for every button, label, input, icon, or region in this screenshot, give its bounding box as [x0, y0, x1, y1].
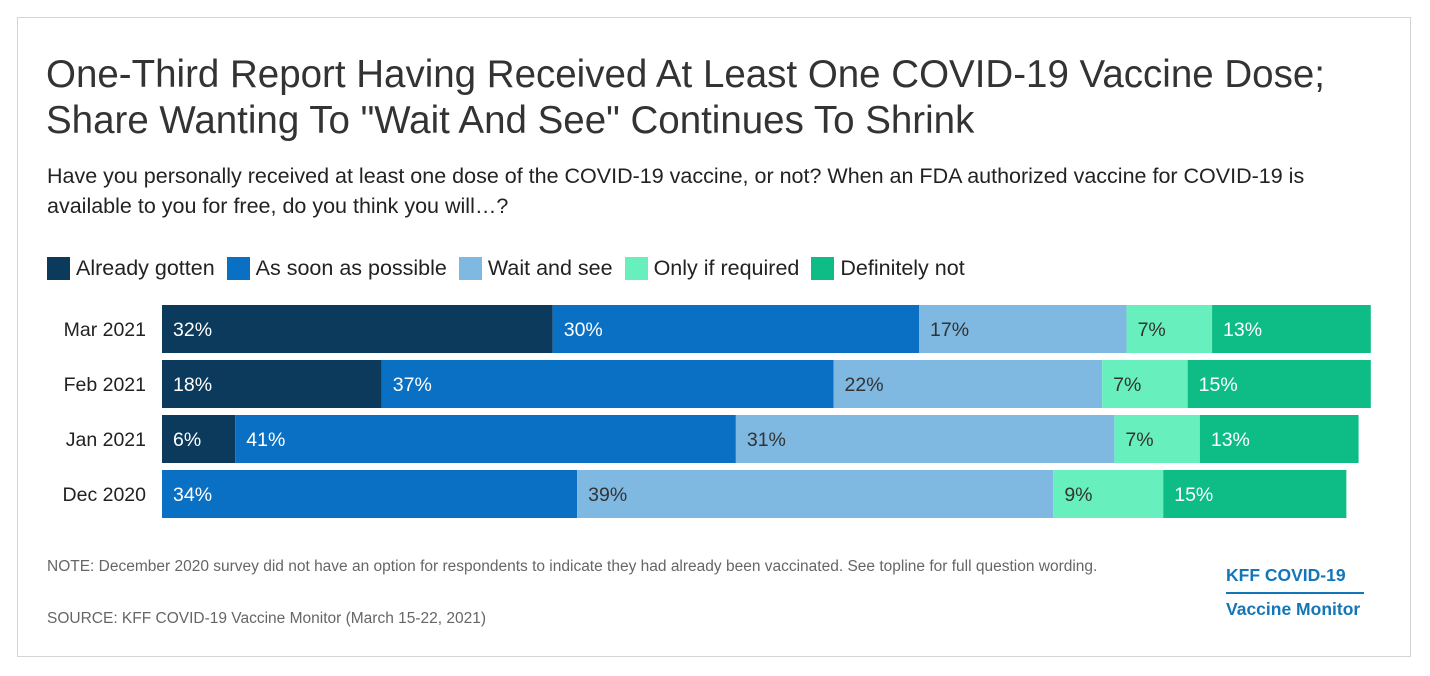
- category-label-feb-2021: Feb 2021: [64, 374, 146, 396]
- data-label-wait-and-see-jan-2021: 31%: [747, 429, 786, 451]
- legend-label-as-soon-as-possible: As soon as possible: [255, 255, 447, 280]
- bar-only-if-required-mar-2021: [1126, 305, 1213, 353]
- bar-already-gotten-jan-2021: [162, 415, 236, 463]
- data-label-already-gotten-feb-2021: 18%: [173, 374, 212, 396]
- legend-swatch-wait-and-see: [458, 256, 482, 280]
- category-label-dec-2020: Dec 2020: [63, 484, 147, 506]
- data-label-as-soon-as-possible-jan-2021: 41%: [246, 429, 285, 451]
- chart-title: One-Third Report Having Received At Leas…: [46, 53, 1325, 142]
- bar-definitely-not-dec-2020: [1163, 470, 1347, 518]
- data-label-as-soon-as-possible-feb-2021: 37%: [393, 374, 432, 396]
- legend-label-definitely-not: Definitely not: [840, 255, 965, 280]
- kff-logo: KFF COVID-19 Vaccine Monitor: [1226, 560, 1364, 624]
- bar-as-soon-as-possible-dec-2020: [162, 470, 578, 518]
- bar-wait-and-see-mar-2021: [919, 305, 1127, 353]
- bar-only-if-required-feb-2021: [1102, 360, 1188, 408]
- chart-subtitle: Have you personally received at least on…: [47, 164, 1305, 218]
- data-label-definitely-not-feb-2021: 15%: [1199, 374, 1238, 396]
- data-label-wait-and-see-dec-2020: 39%: [588, 484, 627, 506]
- chart-note: NOTE: December 2020 survey did not have …: [47, 558, 1098, 575]
- data-label-definitely-not-jan-2021: 13%: [1211, 429, 1250, 451]
- bar-as-soon-as-possible-mar-2021: [552, 305, 920, 353]
- bar-already-gotten-mar-2021: [162, 305, 553, 353]
- data-label-only-if-required-feb-2021: 7%: [1113, 374, 1141, 396]
- logo-line-1: KFF COVID-19: [1226, 560, 1364, 594]
- legend-swatch-definitely-not: [811, 256, 835, 280]
- bar-as-soon-as-possible-feb-2021: [381, 360, 834, 408]
- data-label-as-soon-as-possible-dec-2020: 34%: [173, 484, 212, 506]
- bar-only-if-required-dec-2020: [1053, 470, 1164, 518]
- bar-wait-and-see-feb-2021: [833, 360, 1103, 408]
- data-label-only-if-required-dec-2020: 9%: [1064, 484, 1092, 506]
- category-label-mar-2021: Mar 2021: [64, 319, 146, 341]
- bar-only-if-required-jan-2021: [1114, 415, 1200, 463]
- legend-label-already-gotten: Already gotten: [76, 255, 215, 280]
- data-label-only-if-required-mar-2021: 7%: [1138, 319, 1166, 341]
- legend-item-wait-and-see: Wait and see: [458, 255, 613, 281]
- bar-wait-and-see-jan-2021: [735, 415, 1115, 463]
- bar-definitely-not-mar-2021: [1212, 305, 1371, 353]
- data-label-already-gotten-mar-2021: 32%: [173, 319, 212, 341]
- legend-label-only-if-required: Only if required: [653, 255, 800, 280]
- bar-definitely-not-feb-2021: [1187, 360, 1371, 408]
- legend-swatch-only-if-required: [624, 256, 648, 280]
- legend-item-only-if-required: Only if required: [624, 255, 800, 281]
- chart-source: SOURCE: KFF COVID-19 Vaccine Monitor (Ma…: [47, 610, 487, 627]
- bar-already-gotten-feb-2021: [162, 360, 382, 408]
- data-label-definitely-not-dec-2020: 15%: [1174, 484, 1213, 506]
- bar-wait-and-see-dec-2020: [577, 470, 1054, 518]
- category-label-jan-2021: Jan 2021: [66, 429, 146, 451]
- legend-swatch-already-gotten: [47, 256, 70, 280]
- legend-swatch-as-soon-as-possible: [226, 256, 250, 280]
- logo-line-2: Vaccine Monitor: [1226, 599, 1361, 619]
- legend-item-already-gotten: Already gotten: [47, 256, 215, 281]
- data-label-wait-and-see-mar-2021: 17%: [930, 319, 969, 341]
- legend: Already gotten As soon as possible Wait …: [47, 254, 977, 282]
- data-label-already-gotten-jan-2021: 6%: [173, 429, 201, 451]
- data-label-as-soon-as-possible-mar-2021: 30%: [564, 319, 603, 341]
- bar-definitely-not-jan-2021: [1199, 415, 1359, 463]
- legend-item-as-soon-as-possible: As soon as possible: [226, 255, 447, 281]
- data-label-only-if-required-jan-2021: 7%: [1125, 429, 1153, 451]
- data-label-definitely-not-mar-2021: 13%: [1223, 319, 1262, 341]
- data-label-wait-and-see-feb-2021: 22%: [845, 374, 884, 396]
- legend-item-definitely-not: Definitely not: [811, 255, 965, 281]
- bar-as-soon-as-possible-jan-2021: [235, 415, 736, 463]
- legend-label-wait-and-see: Wait and see: [487, 255, 613, 280]
